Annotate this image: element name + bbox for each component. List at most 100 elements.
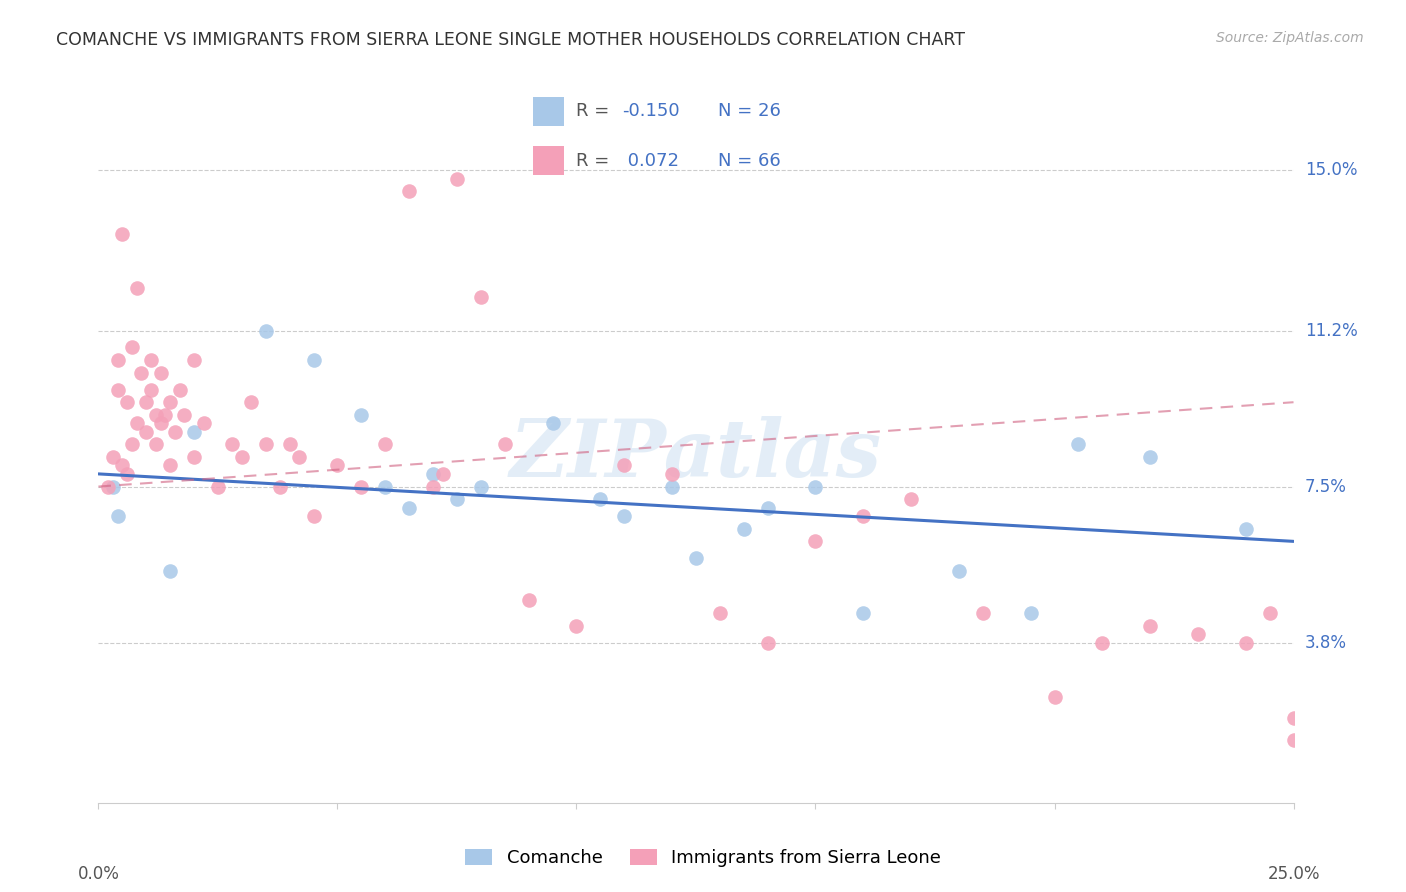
Point <box>1234 522 1257 536</box>
Text: 15.0%: 15.0% <box>1305 161 1357 179</box>
Point <box>115 395 138 409</box>
Point <box>145 408 167 422</box>
Point <box>107 383 129 397</box>
Text: R =: R = <box>576 103 614 120</box>
Point <box>221 437 243 451</box>
Text: 0.072: 0.072 <box>623 152 679 169</box>
Point <box>613 509 636 524</box>
Text: 11.2%: 11.2% <box>1305 321 1357 340</box>
Text: 25.0%: 25.0% <box>1267 865 1320 883</box>
Point <box>254 324 277 338</box>
Point <box>121 340 143 354</box>
Point <box>685 551 707 566</box>
Point <box>107 353 129 368</box>
Point <box>169 383 191 397</box>
Point <box>135 395 157 409</box>
Point <box>97 479 120 493</box>
Text: 0.0%: 0.0% <box>77 865 120 883</box>
Text: 7.5%: 7.5% <box>1305 477 1347 496</box>
Point <box>900 492 922 507</box>
Point <box>231 450 253 464</box>
Text: 3.8%: 3.8% <box>1305 633 1347 651</box>
Point <box>398 185 420 199</box>
Point <box>709 606 731 620</box>
Point <box>733 522 755 536</box>
Point <box>446 492 468 507</box>
Point <box>159 458 181 473</box>
Point <box>517 593 540 607</box>
Point <box>145 437 167 451</box>
Point <box>1187 627 1209 641</box>
Text: N = 26: N = 26 <box>718 103 782 120</box>
Point <box>494 437 516 451</box>
Point <box>1067 437 1090 451</box>
Point <box>125 417 148 431</box>
Point <box>1043 690 1066 705</box>
Point <box>756 500 779 515</box>
Point <box>1282 732 1305 747</box>
Point <box>350 479 373 493</box>
Point <box>121 437 143 451</box>
Point <box>193 417 215 431</box>
Text: N = 66: N = 66 <box>718 152 780 169</box>
Point <box>302 509 325 524</box>
Point <box>661 479 683 493</box>
Point <box>163 425 186 439</box>
Point <box>374 437 396 451</box>
Point <box>972 606 994 620</box>
Text: Source: ZipAtlas.com: Source: ZipAtlas.com <box>1216 31 1364 45</box>
Point <box>115 467 138 481</box>
Point <box>159 395 181 409</box>
Point <box>183 353 205 368</box>
Point <box>852 509 875 524</box>
Point <box>302 353 325 368</box>
Text: ZIPatlas: ZIPatlas <box>510 417 882 493</box>
Point <box>183 450 205 464</box>
Point <box>661 467 683 481</box>
Point <box>1139 618 1161 632</box>
Point <box>470 479 492 493</box>
Point <box>149 366 172 380</box>
Bar <box>533 97 564 126</box>
Point <box>149 417 172 431</box>
Point <box>1139 450 1161 464</box>
Point <box>269 479 291 493</box>
Point <box>173 408 195 422</box>
Point <box>1234 635 1257 649</box>
Text: R =: R = <box>576 152 614 169</box>
Point <box>1019 606 1042 620</box>
Point <box>107 509 129 524</box>
Point <box>350 408 373 422</box>
Point <box>1091 635 1114 649</box>
Point <box>240 395 263 409</box>
Point <box>804 534 827 549</box>
Point <box>131 366 153 380</box>
Bar <box>533 146 564 175</box>
Point <box>101 479 124 493</box>
Point <box>288 450 311 464</box>
Point <box>111 458 134 473</box>
Point <box>207 479 229 493</box>
Point <box>278 437 301 451</box>
Legend: Comanche, Immigrants from Sierra Leone: Comanche, Immigrants from Sierra Leone <box>458 841 948 874</box>
Point <box>852 606 875 620</box>
Point <box>541 417 564 431</box>
Point <box>183 425 205 439</box>
Point <box>422 479 444 493</box>
Point <box>422 467 444 481</box>
Point <box>948 564 970 578</box>
Point <box>565 618 588 632</box>
Point <box>1258 606 1281 620</box>
Point <box>139 353 162 368</box>
Point <box>101 450 124 464</box>
Point <box>135 425 157 439</box>
Point <box>470 290 492 304</box>
Point <box>155 408 177 422</box>
Point <box>374 479 396 493</box>
Point <box>398 500 420 515</box>
Text: -0.150: -0.150 <box>623 103 681 120</box>
Point <box>159 564 181 578</box>
Point <box>446 171 468 186</box>
Point <box>326 458 349 473</box>
Point <box>756 635 779 649</box>
